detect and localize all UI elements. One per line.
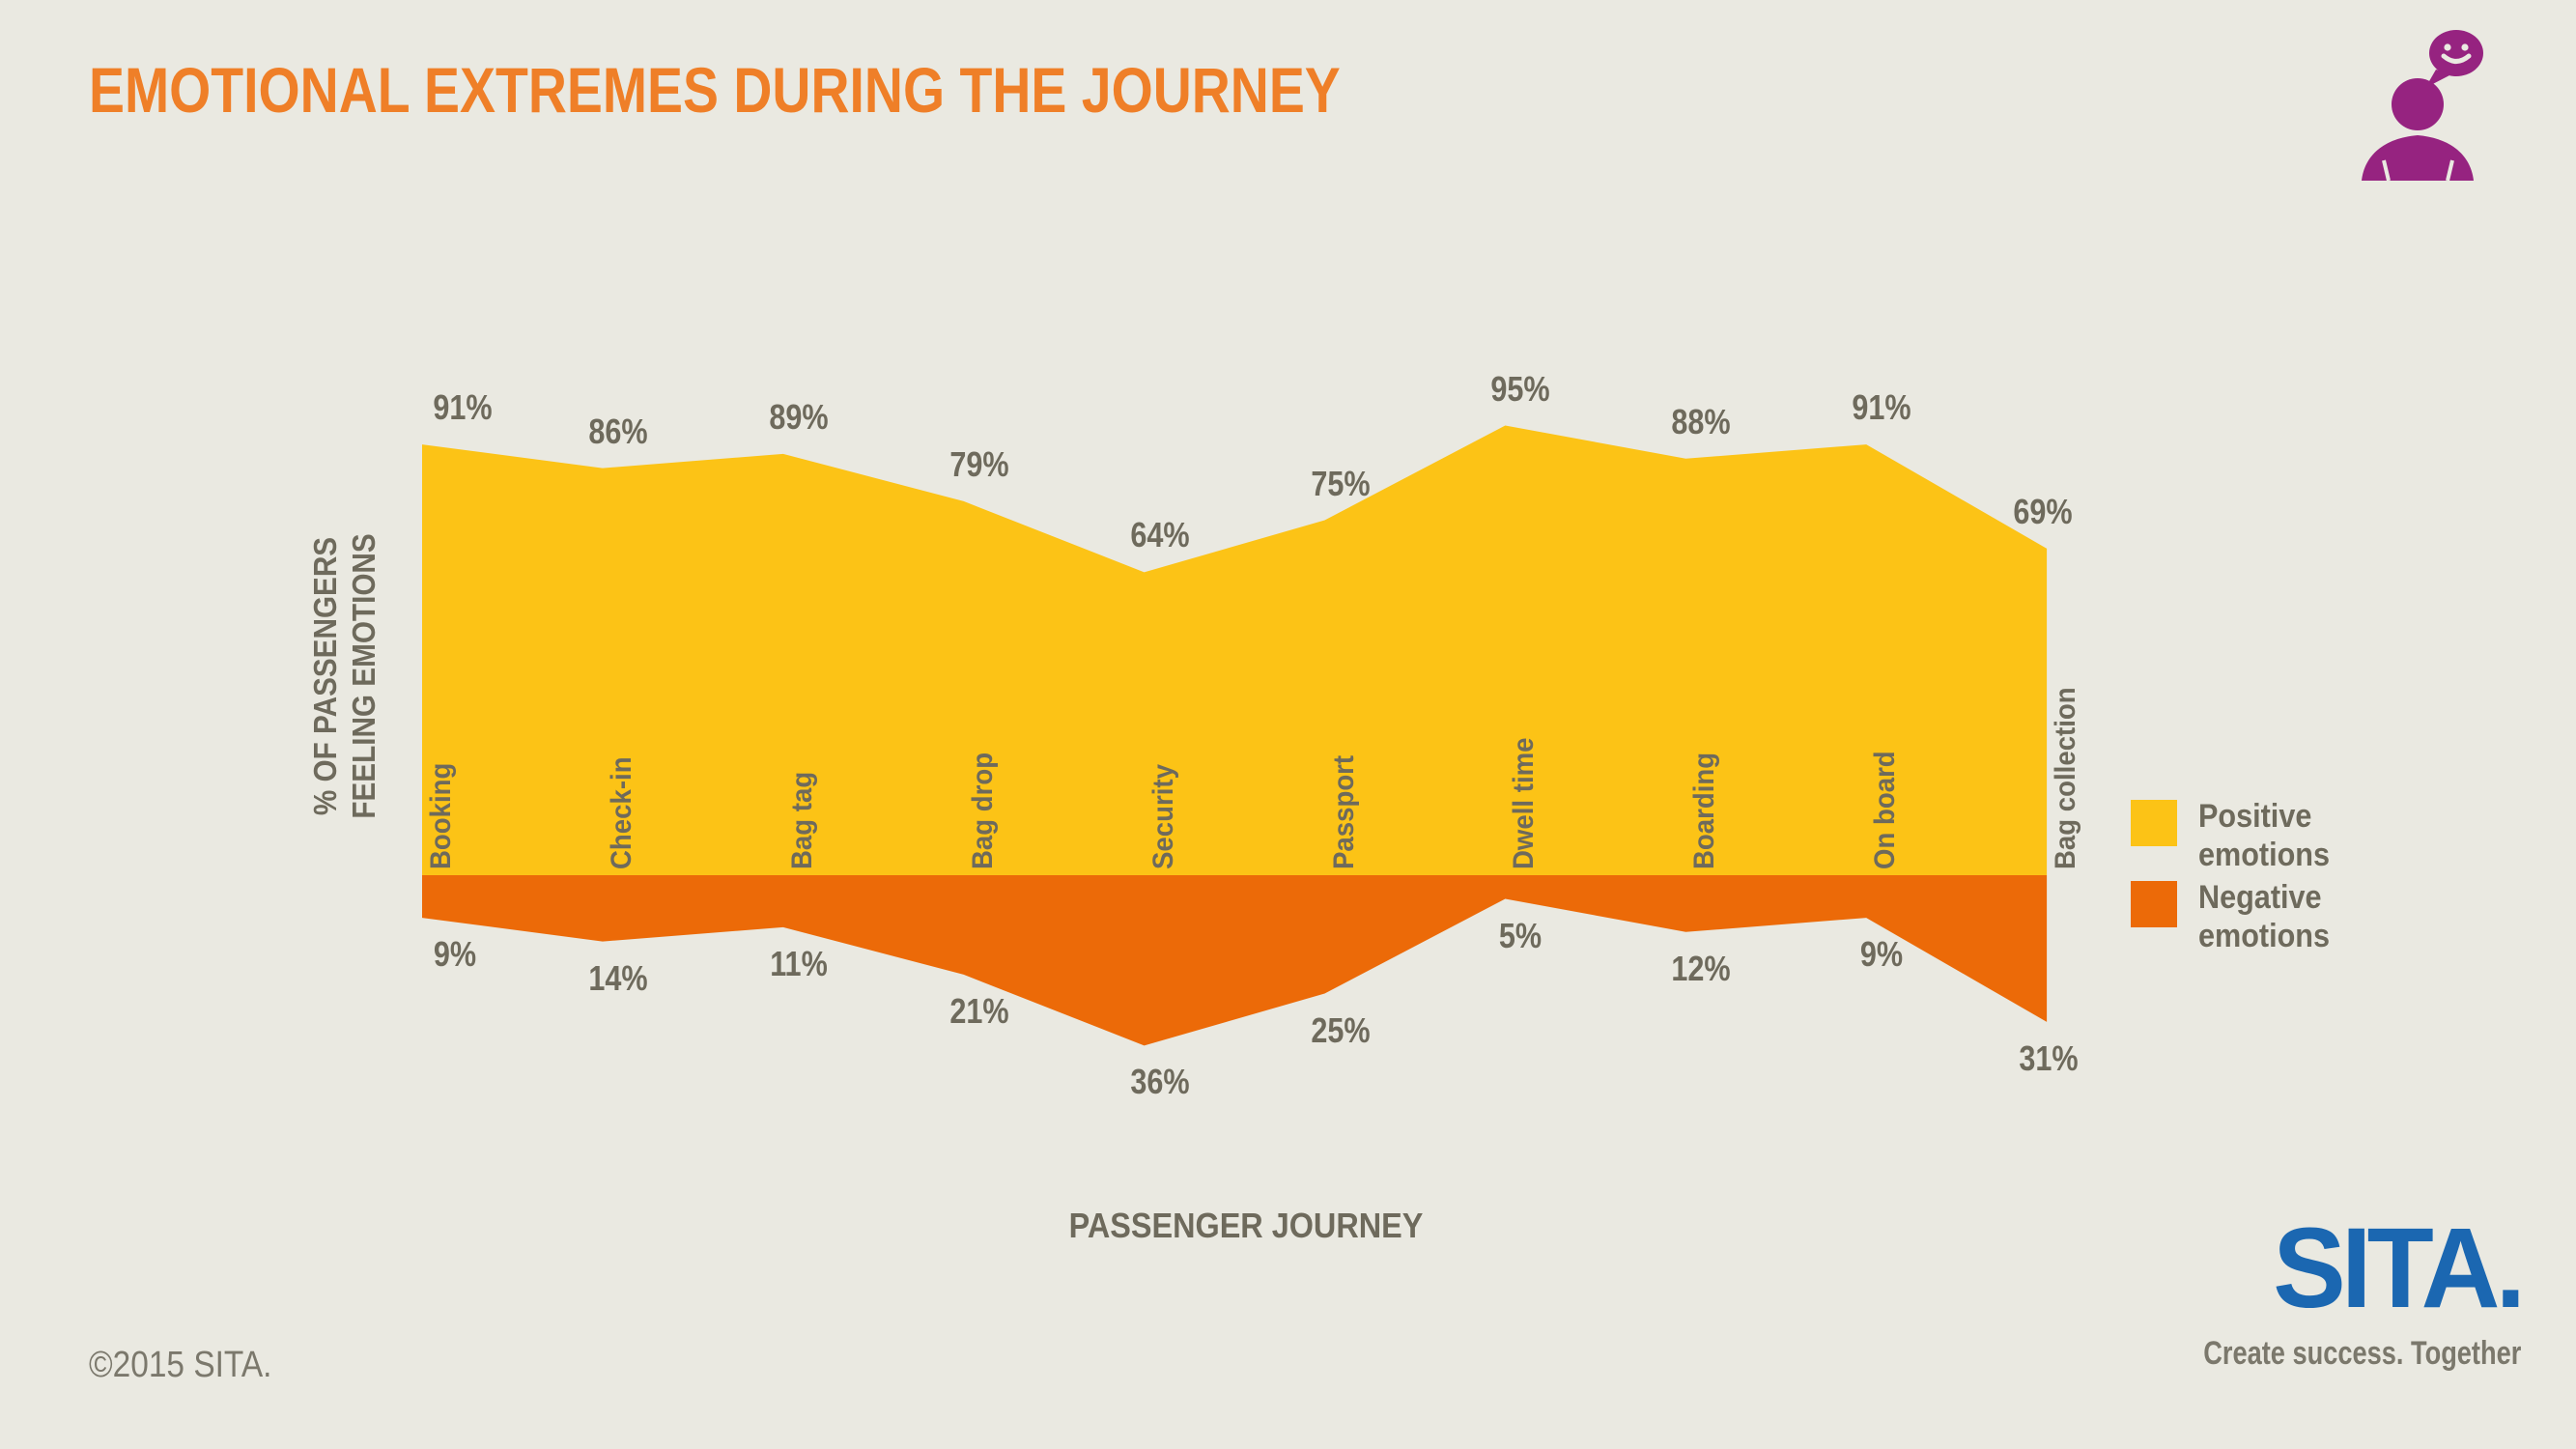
category-label: Boarding: [1688, 752, 1721, 869]
copyright-text: ©2015 SITA.: [89, 1345, 272, 1385]
positive-value-label: 88%: [1671, 401, 1731, 441]
positive-value-label: 79%: [949, 443, 1009, 484]
negative-legend-swatch: [2131, 881, 2177, 927]
negative-value-label: 11%: [770, 943, 828, 983]
category-label: Bag tag: [785, 771, 818, 869]
negative-legend-label: Negative emotions: [2198, 879, 2331, 954]
negative-value-label: 5%: [1499, 915, 1543, 955]
negative-value-label: 25%: [1310, 1009, 1371, 1050]
negative-value-label: 12%: [1671, 948, 1731, 988]
positive-value-label: 86%: [588, 411, 648, 451]
person-body: [2362, 135, 2474, 181]
person-arm-notch-left: [2382, 159, 2391, 182]
smiley-right-eye: [2461, 43, 2469, 51]
legend-item-positive: Positive emotions: [2131, 798, 2382, 874]
negative-value-label: 31%: [2019, 1037, 2079, 1078]
person-speech-bubble-icon: [2362, 30, 2483, 182]
brand-block: SITA. Create success. Together: [2124, 1205, 2526, 1373]
negative-value-label: 9%: [1860, 934, 1904, 975]
negative-value-label: 21%: [949, 990, 1009, 1031]
negative-emotions-area: [422, 875, 2048, 1046]
category-label: On board: [1869, 751, 1902, 869]
brand-tagline: Create success. Together: [2202, 1335, 2521, 1372]
page-title: EMOTIONAL EXTREMES DURING THE JOURNEY: [89, 54, 1341, 126]
category-label: Bag drop: [966, 752, 999, 869]
positive-value-label: 64%: [1129, 515, 1190, 555]
y-axis-label-line1: % OF PASSENGERS: [307, 536, 343, 816]
negative-value-label: 14%: [588, 957, 648, 998]
positive-value-label: 91%: [1852, 387, 1911, 428]
negative-value-label: 36%: [1129, 1062, 1190, 1102]
category-label: Booking: [425, 762, 457, 869]
positive-value-label: 75%: [1310, 463, 1371, 503]
x-axis-label: PASSENGER JOURNEY: [1068, 1206, 1424, 1245]
positive-value-label: 91%: [433, 387, 493, 428]
category-label: Check-in: [605, 756, 637, 869]
person-arm-notch-right: [2446, 159, 2454, 182]
smiley-left-eye: [2444, 43, 2451, 51]
positive-emotions-area: [422, 425, 2048, 875]
y-axis-label: % OF PASSENGERS FEELING EMOTIONS: [306, 415, 383, 937]
positive-value-label: 69%: [2013, 491, 2073, 531]
positive-legend-label: Positive emotions: [2198, 798, 2331, 873]
positive-value-label: 89%: [769, 396, 829, 437]
y-axis-label-line2: FEELING EMOTIONS: [346, 533, 382, 819]
smiley-mouth: [2441, 53, 2472, 64]
category-label: Dwell time: [1508, 737, 1541, 869]
person-head: [2392, 78, 2444, 130]
legend-item-negative: Negative emotions: [2131, 879, 2382, 955]
speech-bubble: [2429, 30, 2483, 76]
category-label: Passport: [1327, 754, 1360, 869]
negative-value-label: 9%: [433, 934, 477, 975]
positive-value-label: 95%: [1490, 368, 1551, 409]
positive-legend-swatch: [2131, 800, 2177, 846]
category-label: Security: [1146, 764, 1179, 869]
category-label: Bag collection: [2050, 687, 2082, 869]
sita-logo: SITA.: [2272, 1205, 2526, 1332]
